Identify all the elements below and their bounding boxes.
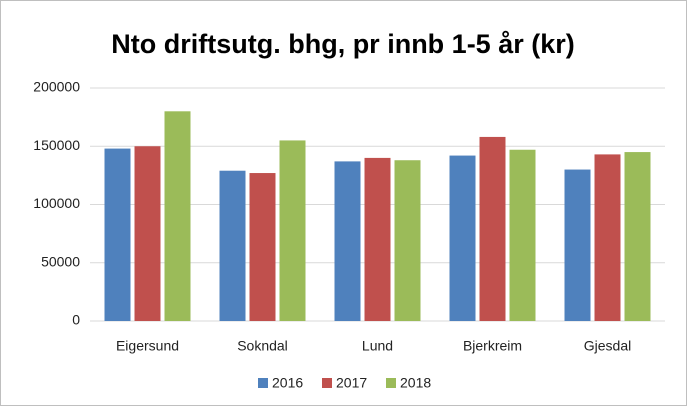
x-tick-label: Eigersund [116, 338, 179, 354]
legend-label: 2016 [272, 375, 303, 391]
x-tick-label: Lund [362, 338, 393, 354]
x-tick-label: Sokndal [237, 338, 288, 354]
y-tick-label: 0 [72, 312, 80, 328]
legend-swatch [322, 378, 332, 388]
bar [479, 136, 506, 321]
legend-swatch [386, 378, 396, 388]
y-tick-label: 50000 [41, 253, 80, 269]
bar [564, 169, 591, 321]
y-tick-label: 200000 [33, 79, 80, 95]
bar [134, 146, 161, 321]
y-tick-label: 150000 [33, 137, 80, 153]
chart-title: Nto driftsutg. bhg, pr innb 1-5 år (kr) [111, 29, 574, 59]
legend-label: 2017 [336, 375, 367, 391]
bar [104, 148, 131, 321]
bar [449, 155, 476, 321]
bar [594, 154, 621, 321]
bar [164, 111, 191, 321]
bar [394, 160, 421, 321]
legend-label: 2018 [400, 375, 431, 391]
bar [334, 161, 361, 321]
bar [364, 157, 391, 321]
bar [219, 170, 246, 321]
x-tick-label: Gjesdal [584, 338, 631, 354]
bar [624, 152, 651, 321]
bar [509, 149, 536, 321]
bar [249, 173, 276, 321]
legend-swatch [258, 378, 268, 388]
bar [279, 140, 306, 321]
x-tick-label: Bjerkreim [463, 338, 522, 354]
y-tick-label: 100000 [33, 195, 80, 211]
